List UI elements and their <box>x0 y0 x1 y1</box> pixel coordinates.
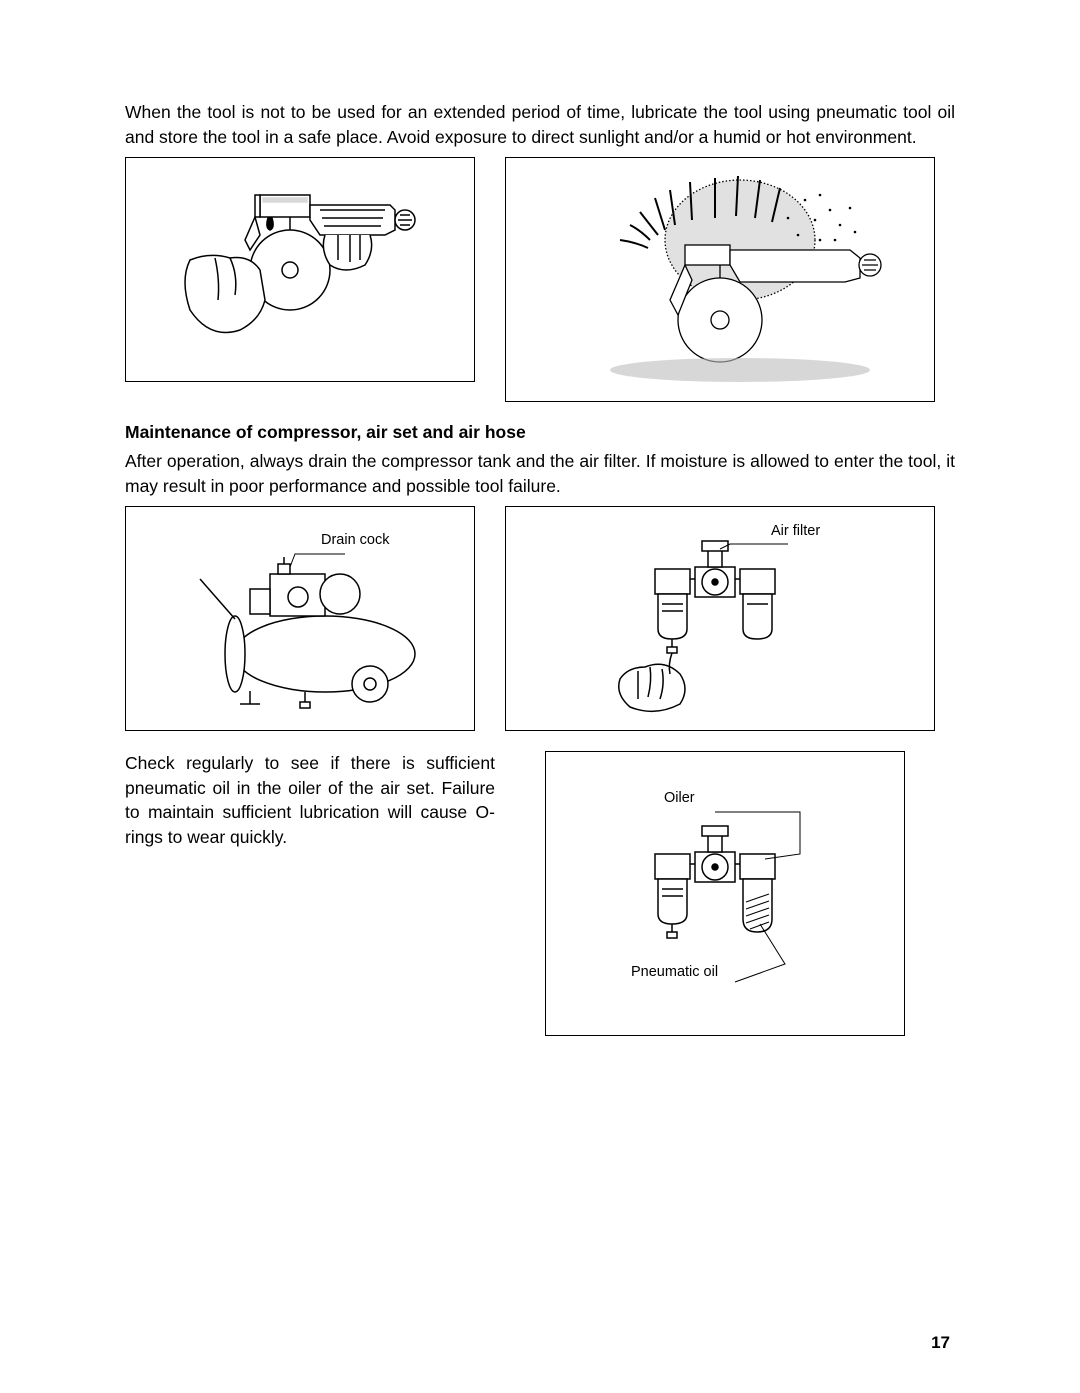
page-number: 17 <box>931 1333 950 1353</box>
intro-paragraph: When the tool is not to be used for an e… <box>125 100 955 149</box>
figure-sunlight <box>505 157 935 402</box>
oiler-section: Check regularly to see if there is suffi… <box>125 751 955 1036</box>
air-filter-label: Air filter <box>771 523 820 539</box>
figure-air-filter: Air filter <box>505 506 935 731</box>
pneumatic-oil-label: Pneumatic oil <box>631 964 718 980</box>
maintenance-paragraph: After operation, always drain the compre… <box>125 449 955 498</box>
oiler-paragraph: Check regularly to see if there is suffi… <box>125 751 495 849</box>
figure-row-1 <box>125 157 955 402</box>
figure-row-2: Drain cock <box>125 506 955 731</box>
figure-drain-cock: Drain cock <box>125 506 475 731</box>
figure-oiler: Oiler Pneumatic oil <box>545 751 905 1036</box>
maintenance-heading: Maintenance of compressor, air set and a… <box>125 422 955 443</box>
figure-lubricate <box>125 157 475 382</box>
drain-cock-label: Drain cock <box>321 532 390 548</box>
oiler-label: Oiler <box>664 790 695 806</box>
